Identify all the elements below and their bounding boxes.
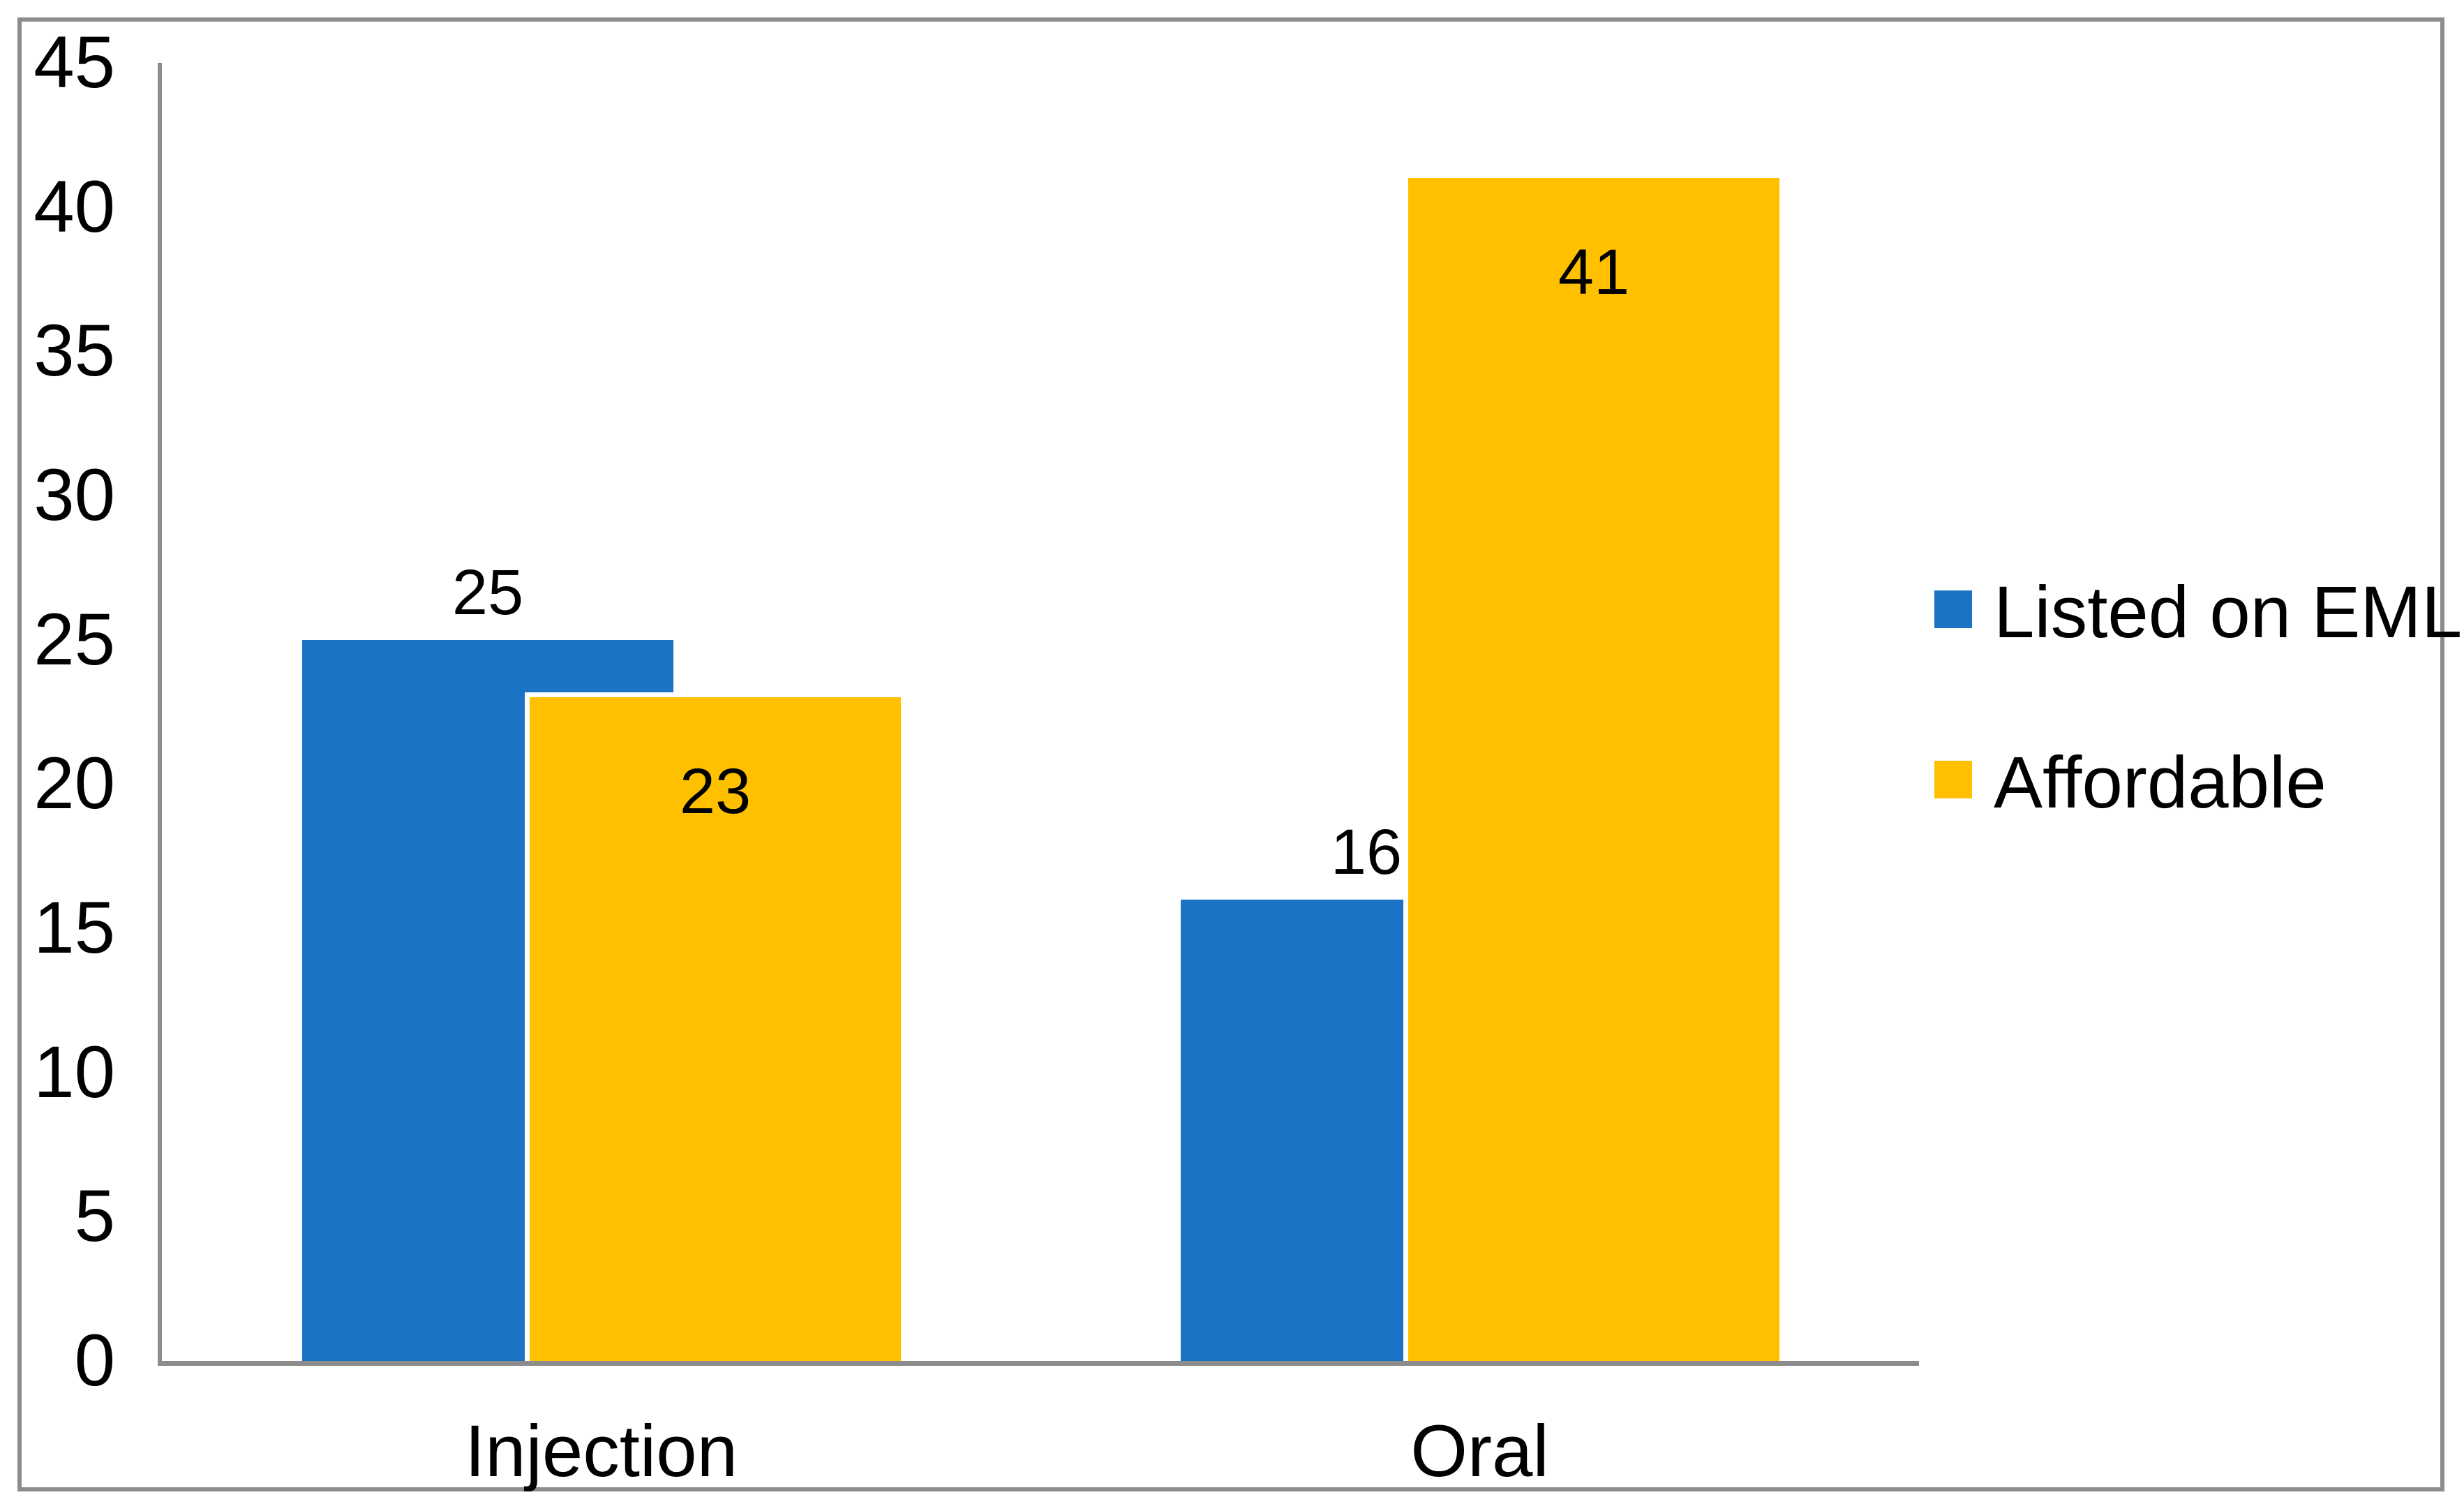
category-label-injection: Injection xyxy=(464,1410,738,1492)
y-tick-label: 0 xyxy=(74,1320,115,1401)
legend-label: Affordable xyxy=(1994,742,2327,824)
y-tick-label: 10 xyxy=(33,1031,115,1113)
y-tick-label: 35 xyxy=(33,310,115,392)
y-tick-label: 5 xyxy=(74,1175,115,1258)
bar-affordable-oral xyxy=(1403,173,1784,1361)
legend-marker-icon xyxy=(1934,590,1972,628)
y-tick-label: 15 xyxy=(33,887,115,969)
y-tick-label: 30 xyxy=(33,454,115,536)
y-tick-label: 40 xyxy=(33,165,115,248)
category-label-oral: Oral xyxy=(1410,1410,1549,1492)
data-label: 41 xyxy=(1558,237,1630,308)
data-label: 16 xyxy=(1330,816,1403,888)
data-label: 25 xyxy=(451,556,524,628)
legend-label: Listed on EML xyxy=(1994,572,2463,653)
data-label: 23 xyxy=(679,756,752,828)
y-axis-line xyxy=(158,63,162,1366)
y-tick-label: 45 xyxy=(33,22,115,103)
x-axis-line xyxy=(158,1361,1919,1366)
legend-marker-icon xyxy=(1934,761,1972,798)
chart-outer-border xyxy=(17,17,2444,1491)
y-tick-label: 20 xyxy=(33,743,115,825)
bar-affordable-injection xyxy=(525,692,906,1361)
y-tick-label: 25 xyxy=(33,598,115,680)
